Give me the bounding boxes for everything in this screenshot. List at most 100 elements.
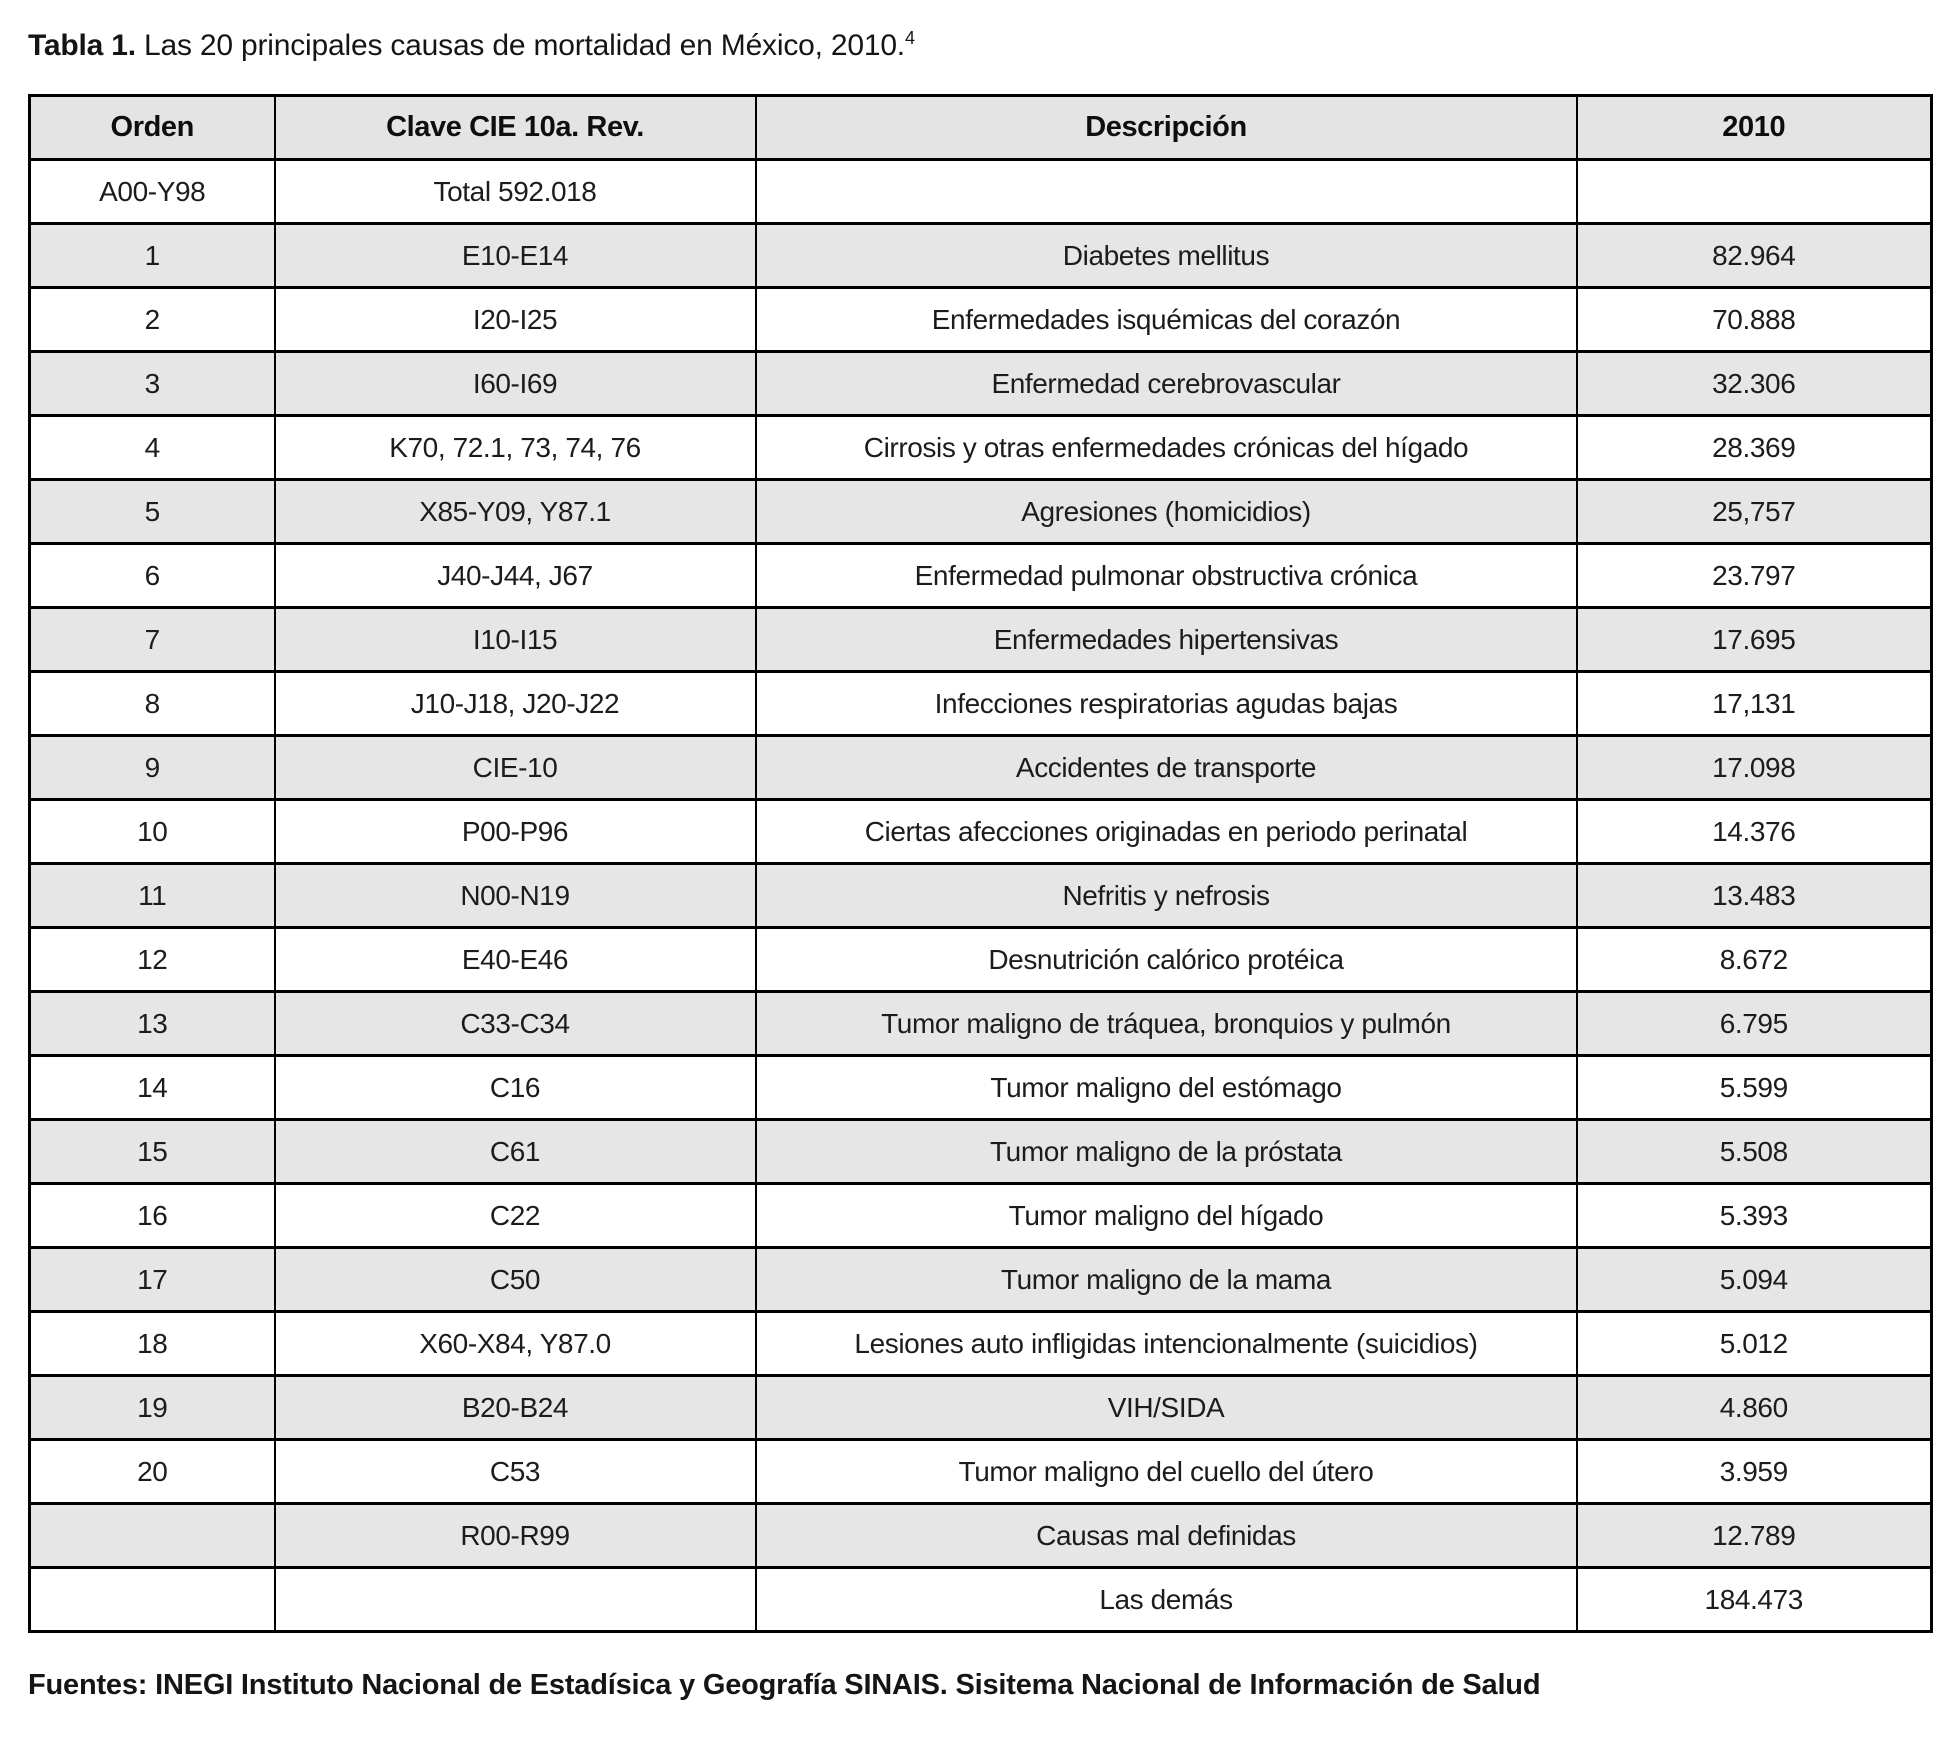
table-title-text: Las 20 principales causas de mortalidad …	[135, 29, 905, 62]
cell-2010-value: 8.672	[1575, 926, 1933, 992]
cell-clave: I10-I15	[273, 606, 757, 672]
cell-clave: C50	[273, 1246, 757, 1312]
cell-descripcion: Tumor maligno de la mama	[754, 1246, 1578, 1312]
table-row: 10 P00-P96 Ciertas afecciones originadas…	[28, 798, 1933, 864]
table-row: 8 J10-J18, J20-J22 Infecciones respirato…	[28, 670, 1933, 736]
cell-orden: 7	[28, 606, 276, 672]
cell-2010-value: 14.376	[1575, 798, 1933, 864]
cell-clave: C33-C34	[273, 990, 757, 1056]
table-row: 13 C33-C34 Tumor maligno de tráquea, bro…	[28, 990, 1933, 1056]
cell-clave: E10-E14	[273, 222, 757, 288]
cell-orden: 13	[28, 990, 276, 1056]
table-row: A00-Y98 Total 592.018	[28, 158, 1933, 224]
cell-descripcion: Enfermedades isquémicas del corazón	[754, 286, 1578, 352]
cell-2010-value: 32.306	[1575, 350, 1933, 416]
table-body: A00-Y98 Total 592.018 1 E10-E14 Diabetes…	[28, 158, 1933, 1632]
table-row: 4 K70, 72.1, 73, 74, 76 Cirrosis y otras…	[28, 414, 1933, 480]
cell-descripcion: Las demás	[754, 1566, 1578, 1632]
cell-2010-value: 184.473	[1575, 1566, 1933, 1632]
table-row: 5 X85-Y09, Y87.1 Agresiones (homicidios)…	[28, 478, 1933, 544]
cell-2010-value: 5.599	[1575, 1054, 1933, 1120]
cell-2010-value	[1575, 158, 1933, 224]
cell-orden: 8	[28, 670, 276, 736]
cell-orden: 20	[28, 1438, 276, 1504]
cell-orden	[28, 1502, 276, 1568]
cell-2010-value: 6.795	[1575, 990, 1933, 1056]
cell-descripcion: Tumor maligno de tráquea, bronquios y pu…	[754, 990, 1578, 1056]
cell-descripcion: Cirrosis y otras enfermedades crónicas d…	[754, 414, 1578, 480]
cell-descripcion: Tumor maligno de la próstata	[754, 1118, 1578, 1184]
cell-orden: 17	[28, 1246, 276, 1312]
table-row: 20 C53 Tumor maligno del cuello del úter…	[28, 1438, 1933, 1504]
cell-orden: 18	[28, 1310, 276, 1376]
cell-2010-value: 5.393	[1575, 1182, 1933, 1248]
table-title-prefix: Tabla 1.	[28, 29, 136, 62]
cell-clave: X85-Y09, Y87.1	[273, 478, 757, 544]
cell-2010-value: 23.797	[1575, 542, 1933, 608]
table-row: 2 I20-I25 Enfermedades isquémicas del co…	[28, 286, 1933, 352]
column-header-2010: 2010	[1575, 94, 1933, 160]
table-row: 3 I60-I69 Enfermedad cerebrovascular 32.…	[28, 350, 1933, 416]
cell-2010-value: 5.012	[1575, 1310, 1933, 1376]
column-header-orden: Orden	[28, 94, 276, 160]
cell-descripcion: Nefritis y nefrosis	[754, 862, 1578, 928]
cell-orden: 15	[28, 1118, 276, 1184]
cell-clave: C61	[273, 1118, 757, 1184]
header-row: Orden Clave CIE 10a. Rev. Descripción 20…	[28, 94, 1933, 160]
cell-descripcion: Tumor maligno del hígado	[754, 1182, 1578, 1248]
cell-clave: C53	[273, 1438, 757, 1504]
cell-clave: X60-X84, Y87.0	[273, 1310, 757, 1376]
cell-clave: J10-J18, J20-J22	[273, 670, 757, 736]
cell-descripcion: Agresiones (homicidios)	[754, 478, 1578, 544]
mortality-causes-table: Orden Clave CIE 10a. Rev. Descripción 20…	[28, 94, 1933, 1633]
table-row: 7 I10-I15 Enfermedades hipertensivas 17.…	[28, 606, 1933, 672]
cell-descripcion: Enfermedad cerebrovascular	[754, 350, 1578, 416]
cell-2010-value: 28.369	[1575, 414, 1933, 480]
cell-descripcion: Desnutrición calórico protéica	[754, 926, 1578, 992]
cell-descripcion: Tumor maligno del cuello del útero	[754, 1438, 1578, 1504]
column-header-clave: Clave CIE 10a. Rev.	[273, 94, 757, 160]
table-row: 16 C22 Tumor maligno del hígado 5.393	[28, 1182, 1933, 1248]
cell-descripcion: Accidentes de transporte	[754, 734, 1578, 800]
cell-clave: CIE-10	[273, 734, 757, 800]
cell-clave: N00-N19	[273, 862, 757, 928]
cell-clave: Total 592.018	[273, 158, 757, 224]
cell-descripcion: Causas mal definidas	[754, 1502, 1578, 1568]
cell-descripcion: Lesiones auto infligidas intencionalment…	[754, 1310, 1578, 1376]
cell-descripcion: Ciertas afecciones originadas en periodo…	[754, 798, 1578, 864]
cell-clave: K70, 72.1, 73, 74, 76	[273, 414, 757, 480]
table-title: Tabla 1. Las 20 principales causas de mo…	[28, 28, 1930, 64]
cell-2010-value: 70.888	[1575, 286, 1933, 352]
cell-2010-value: 12.789	[1575, 1502, 1933, 1568]
cell-2010-value: 82.964	[1575, 222, 1933, 288]
cell-descripcion	[754, 158, 1578, 224]
cell-orden: 5	[28, 478, 276, 544]
cell-orden: 19	[28, 1374, 276, 1440]
table-title-reference-superscript: 4	[904, 28, 915, 48]
table-row: 1 E10-E14 Diabetes mellitus 82.964	[28, 222, 1933, 288]
cell-orden	[28, 1566, 276, 1632]
cell-descripcion: Infecciones respiratorias agudas bajas	[754, 670, 1578, 736]
table-row: 9 CIE-10 Accidentes de transporte 17.098	[28, 734, 1933, 800]
cell-orden: 10	[28, 798, 276, 864]
table-row: 19 B20-B24 VIH/SIDA 4.860	[28, 1374, 1933, 1440]
table-row: 14 C16 Tumor maligno del estómago 5.599	[28, 1054, 1933, 1120]
cell-clave: J40-J44, J67	[273, 542, 757, 608]
cell-2010-value: 25,757	[1575, 478, 1933, 544]
cell-descripcion: Diabetes mellitus	[754, 222, 1578, 288]
cell-descripcion: VIH/SIDA	[754, 1374, 1578, 1440]
cell-descripcion: Tumor maligno del estómago	[754, 1054, 1578, 1120]
table-header: Orden Clave CIE 10a. Rev. Descripción 20…	[28, 94, 1933, 160]
cell-2010-value: 5.094	[1575, 1246, 1933, 1312]
cell-orden: 11	[28, 862, 276, 928]
cell-2010-value: 13.483	[1575, 862, 1933, 928]
table-row: 11 N00-N19 Nefritis y nefrosis 13.483	[28, 862, 1933, 928]
cell-orden: 6	[28, 542, 276, 608]
table-row: 18 X60-X84, Y87.0 Lesiones auto infligid…	[28, 1310, 1933, 1376]
table-row: 17 C50 Tumor maligno de la mama 5.094	[28, 1246, 1933, 1312]
cell-descripcion: Enfermedades hipertensivas	[754, 606, 1578, 672]
cell-clave: C16	[273, 1054, 757, 1120]
cell-orden: 1	[28, 222, 276, 288]
table-row: 6 J40-J44, J67 Enfermedad pulmonar obstr…	[28, 542, 1933, 608]
